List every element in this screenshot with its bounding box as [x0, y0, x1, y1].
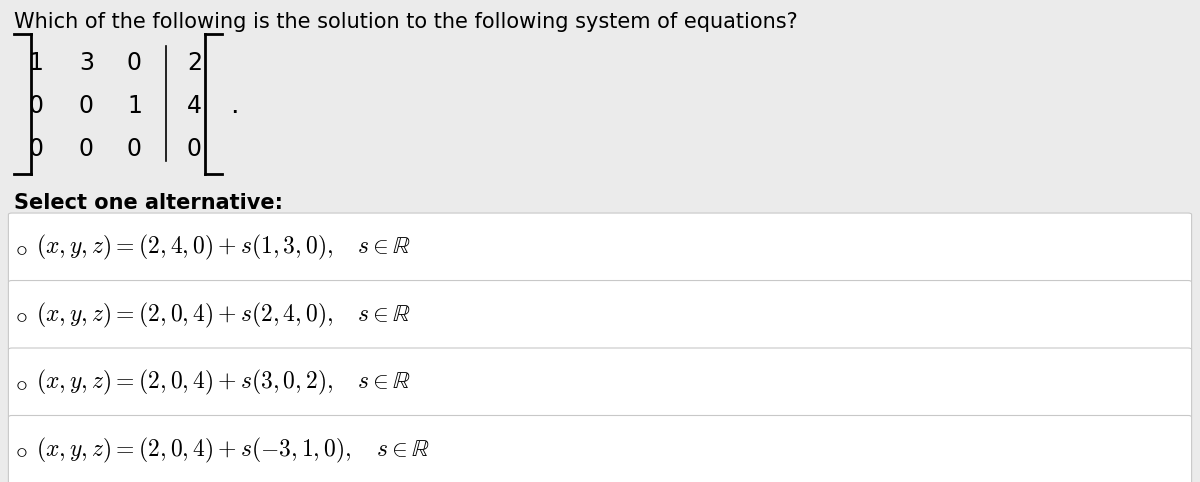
Text: Which of the following is the solution to the following system of equations?: Which of the following is the solution t… — [14, 12, 798, 32]
Text: $(x, y, z) = (2, 0, 4) + s(-3, 1, 0), \quad s \in \mathbb{R}$: $(x, y, z) = (2, 0, 4) + s(-3, 1, 0), \q… — [36, 436, 430, 465]
Text: $\circ$: $\circ$ — [16, 236, 28, 260]
Text: 2: 2 — [187, 51, 202, 75]
Text: 3: 3 — [79, 51, 94, 75]
FancyBboxPatch shape — [8, 213, 1192, 282]
Text: $\circ$: $\circ$ — [16, 303, 28, 327]
FancyBboxPatch shape — [8, 281, 1192, 350]
Text: 0: 0 — [79, 137, 94, 161]
Text: 4: 4 — [187, 94, 202, 118]
Text: .: . — [230, 93, 239, 119]
FancyBboxPatch shape — [8, 348, 1192, 417]
Text: $(x, y, z) = (2, 0, 4) + s(3, 0, 2), \quad s \in \mathbb{R}$: $(x, y, z) = (2, 0, 4) + s(3, 0, 2), \qu… — [36, 368, 410, 397]
Text: 0: 0 — [127, 51, 142, 75]
Text: 1: 1 — [29, 51, 43, 75]
FancyBboxPatch shape — [8, 415, 1192, 482]
Text: 0: 0 — [127, 137, 142, 161]
Text: $\circ$: $\circ$ — [16, 438, 28, 462]
Text: 0: 0 — [79, 94, 94, 118]
Text: Select one alternative:: Select one alternative: — [14, 193, 283, 213]
Text: $\circ$: $\circ$ — [16, 371, 28, 395]
Text: $(x, y, z) = (2, 0, 4) + s(2, 4, 0), \quad s \in \mathbb{R}$: $(x, y, z) = (2, 0, 4) + s(2, 4, 0), \qu… — [36, 301, 410, 330]
Text: 0: 0 — [29, 137, 43, 161]
Text: 0: 0 — [187, 137, 202, 161]
Text: 1: 1 — [127, 94, 142, 118]
Text: 0: 0 — [29, 94, 43, 118]
Text: $(x, y, z) = (2, 4, 0) + s(1, 3, 0), \quad s \in \mathbb{R}$: $(x, y, z) = (2, 4, 0) + s(1, 3, 0), \qu… — [36, 233, 410, 262]
